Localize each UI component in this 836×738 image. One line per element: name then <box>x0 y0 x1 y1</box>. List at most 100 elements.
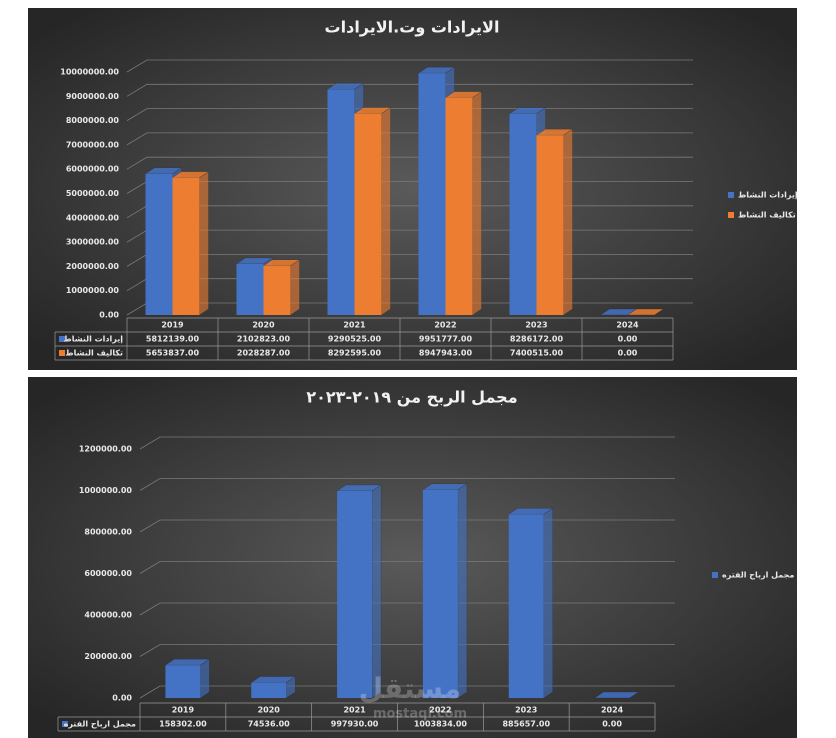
data-label: 9290525.00 <box>328 335 382 344</box>
x-tick-label: 2019 <box>161 321 184 330</box>
table-legend-key <box>62 721 68 727</box>
x-tick-label: 2019 <box>172 706 195 715</box>
chart-title: الايرادات وت.الايرادات <box>325 18 500 37</box>
grid-line <box>139 478 675 491</box>
bar-side <box>290 259 300 316</box>
y-tick-label: 3000000.00 <box>66 238 120 247</box>
bar <box>536 135 564 315</box>
y-tick-label: 10000000.00 <box>60 68 119 77</box>
data-label: 5812139.00 <box>146 335 200 344</box>
bar <box>418 73 446 316</box>
y-tick-label: 800000.00 <box>84 528 132 537</box>
bar <box>145 173 173 315</box>
grid-line <box>139 685 675 699</box>
data-label: 0.00 <box>602 720 622 729</box>
data-label: 158302.00 <box>159 720 207 729</box>
x-tick-label: 2022 <box>434 321 456 330</box>
legend-key <box>728 192 734 198</box>
legend-key <box>728 212 734 218</box>
watermark: mostaql.com <box>373 707 467 722</box>
legend-label: إيرادات النشاط <box>738 191 798 200</box>
grid-line <box>139 519 675 533</box>
bar <box>327 89 355 316</box>
y-tick-label: 1000000.00 <box>79 486 133 495</box>
bar <box>236 263 264 315</box>
bar <box>508 514 544 698</box>
bar <box>263 265 291 315</box>
x-tick-label: 2022 <box>429 706 451 715</box>
y-tick-label: 200000.00 <box>84 652 132 661</box>
legend-label: مجمل ارباح الفتره <box>722 571 794 580</box>
x-tick-label: 2021 <box>343 321 366 330</box>
y-tick-label: 6000000.00 <box>66 165 120 174</box>
x-tick-label: 2024 <box>601 706 624 715</box>
grid-line <box>126 108 693 121</box>
y-tick-label: 0.00 <box>99 311 119 320</box>
data-label: 5653837.00 <box>146 349 200 358</box>
data-label: 8292595.00 <box>328 349 382 358</box>
x-tick-label: 2020 <box>252 321 275 330</box>
bar-side <box>381 107 391 316</box>
grid-line <box>126 59 693 73</box>
x-tick-label: 2021 <box>343 706 366 715</box>
bar <box>445 97 473 315</box>
data-label: 0.00 <box>618 349 638 358</box>
y-tick-label: 1000000.00 <box>66 286 120 295</box>
y-tick-label: 1200000.00 <box>79 445 133 454</box>
table-series-name: مجمل ارباح الفتره <box>64 720 136 729</box>
grid-line <box>139 436 675 450</box>
y-tick-label: 400000.00 <box>84 611 132 620</box>
table-series-name: إيرادات النشاط <box>63 335 123 344</box>
data-label: 74536.00 <box>248 720 290 729</box>
bar-side <box>472 91 482 316</box>
bar <box>251 682 287 698</box>
y-tick-label: 5000000.00 <box>66 189 120 198</box>
y-tick-label: 4000000.00 <box>66 213 120 222</box>
chart-title: مجمل الربح من ٢٠١٩-٢٠٢٣ <box>306 388 517 407</box>
x-tick-label: 2020 <box>258 706 281 715</box>
bar-side <box>457 483 468 699</box>
y-tick-label: 8000000.00 <box>66 116 120 125</box>
bar <box>337 490 373 698</box>
x-tick-label: 2023 <box>525 321 547 330</box>
grid-line <box>139 602 675 616</box>
watermark: مستقل <box>359 672 461 705</box>
bar <box>509 113 537 315</box>
bar-top <box>594 691 640 699</box>
bar <box>172 177 200 315</box>
data-label: 997930.00 <box>331 720 379 729</box>
table-legend-key <box>59 336 65 342</box>
y-tick-label: 2000000.00 <box>66 262 120 271</box>
grid-line <box>139 644 675 657</box>
data-label: 2028287.00 <box>237 349 291 358</box>
data-label: 2102823.00 <box>237 335 291 344</box>
table-series-name: تكاليف النشاط <box>65 349 123 358</box>
data-label: 9951777.00 <box>419 335 473 344</box>
grid-line <box>139 561 675 574</box>
data-label: 1003834.00 <box>414 720 468 729</box>
data-label: 0.00 <box>618 335 638 344</box>
legend-key <box>712 572 718 578</box>
bar-side <box>199 171 209 316</box>
bar <box>422 489 458 698</box>
bar <box>165 665 201 698</box>
bar-side <box>371 484 382 699</box>
y-tick-label: 7000000.00 <box>66 140 120 149</box>
bar-side <box>200 658 210 699</box>
data-label: 8947943.00 <box>419 349 473 358</box>
legend-label: تكاليف النشاط <box>738 211 796 220</box>
y-tick-label: 9000000.00 <box>66 92 120 101</box>
bar-side <box>543 507 553 699</box>
y-tick-label: 0.00 <box>112 694 132 703</box>
data-label: 7400515.00 <box>510 349 564 358</box>
bar <box>354 113 382 315</box>
bar-side <box>563 128 573 316</box>
data-label: 8286172.00 <box>510 335 564 344</box>
x-tick-label: 2023 <box>515 706 537 715</box>
grid-line <box>126 83 693 97</box>
y-tick-label: 600000.00 <box>84 569 132 578</box>
bar-top <box>627 308 664 316</box>
data-label: 885657.00 <box>502 720 550 729</box>
x-tick-label: 2024 <box>616 321 639 330</box>
